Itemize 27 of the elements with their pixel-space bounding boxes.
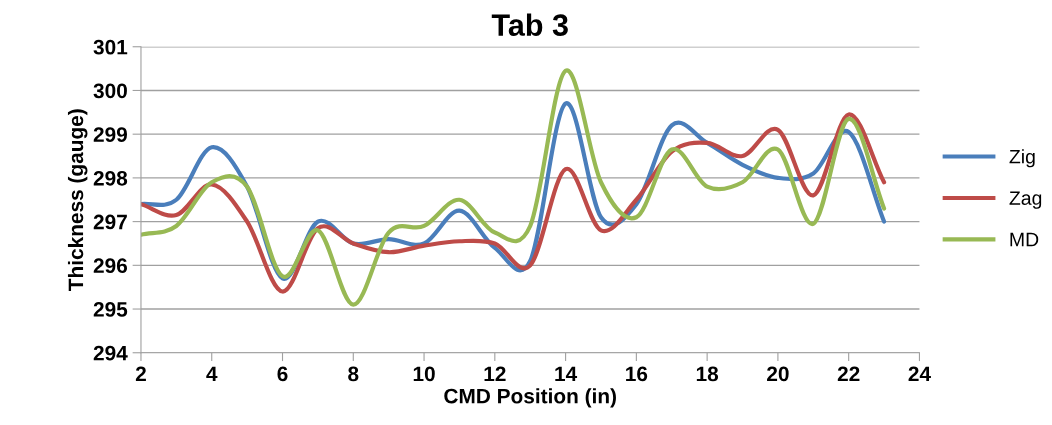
y-tick-label: 301 [93,39,128,55]
x-tick-label: 18 [696,366,719,382]
y-tick-label: 296 [93,258,128,274]
x-tick-label: 22 [837,366,860,382]
y-tick-label: 298 [93,170,128,186]
x-tick-label: 24 [908,366,931,382]
x-tick-label: 12 [484,366,506,382]
y-tick-label: 295 [93,302,128,317]
x-axis-title: CMD Position (in) [444,388,616,408]
legend-label: Zag [1009,191,1042,209]
x-tick-label: 14 [555,366,578,382]
legend-label: Zig [1009,149,1035,168]
legend-label: MD [1010,232,1039,247]
y-tick-label: 299 [93,127,127,142]
x-tick-label: 4 [206,366,218,382]
line-series [140,68,887,307]
x-tick-label: 6 [277,366,288,382]
x-tick-label: 16 [626,366,648,382]
x-tick-label: 2 [135,366,146,382]
x-tick-label: 10 [413,366,435,382]
y-tick-label: 297 [93,214,127,230]
y-axis-title: Thickness (gauge) [67,109,88,291]
y-tick-label: 300 [93,83,127,99]
x-tick-label: 20 [767,366,789,382]
x-tick-label: 8 [348,366,359,382]
chart-title: Tab 3 [491,13,568,36]
y-tick-label: 294 [93,345,128,361]
